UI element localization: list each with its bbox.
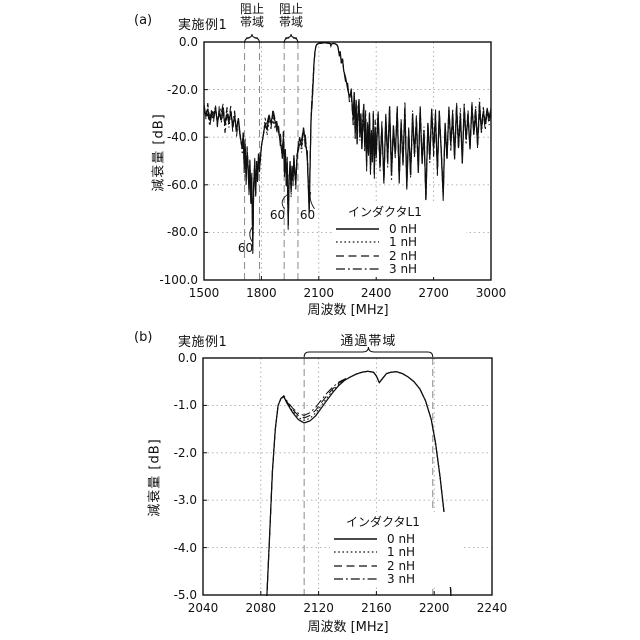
legend-entry-label: 1 nH [387,545,416,560]
y-tick-label: 0.0 [177,351,197,365]
y-tick-label: 0.0 [178,35,198,49]
x-tick-label: 2160 [361,601,392,615]
legend-entry-label: 2 nH [387,558,416,573]
annotation-leader [309,191,315,209]
legend-line-sample-dotted [336,241,379,243]
legend-row: 0 nH [333,532,461,546]
y-tick-label: -5.0 [173,588,197,602]
annotation-leader [249,224,255,243]
panel-a-tag: (a) [134,13,153,28]
series-curve-3-nH [266,370,452,596]
band-brace [244,33,260,44]
y-tick-label: -100.0 [159,273,198,287]
x-tick-label: 1800 [246,286,277,300]
panel-a-legend-rows: 0 nH 1 nH 2 nH 3 nH [335,222,463,276]
panel-b-title: 実施例1 [178,335,228,350]
x-tick-label: 2240 [476,601,508,615]
legend-entry-label: 1 nH [389,235,418,250]
y-tick-label: -4.0 [173,540,197,555]
plot-border [203,41,492,281]
band-brace [283,33,299,44]
x-tick-label: 2700 [418,286,449,300]
plot-border [202,357,493,596]
legend-entry-label: 3 nH [387,572,416,587]
legend-line-sample-dashdot [334,578,377,580]
y-tick-label: -60.0 [166,177,198,192]
panel-b-legend-title: インダクタL1 [346,515,420,529]
panel-a-title: 実施例1 [178,18,228,33]
legend-entry-label: 0 nH [387,531,416,546]
legend-line-sample-dotted [334,551,377,553]
pass-band-label: 通過帯域 [340,334,397,349]
panel-b-legend-rows: 0 nH 1 nH 2 nH 3 nH [333,532,461,586]
x-tick-label: 2080 [245,601,277,615]
annotation-leader [281,193,289,210]
legend-line-sample-dashed [336,255,379,257]
x-tick-label: 2200 [418,601,450,615]
panel-b-legend: インダクタL1 0 nH 1 nH 2 nH 3 nH [330,512,464,587]
x-tick-label: 2100 [303,286,335,300]
annotation-60: 60 [269,207,286,222]
legend-row: 2 nH [333,559,461,573]
legend-row: 2 nH [335,249,463,263]
x-tick-label: 2400 [360,286,392,300]
legend-line-sample-solid [336,228,379,230]
legend-entry-label: 3 nH [389,262,418,277]
annotation-60: 60 [299,207,316,222]
panel-a-x-axis-title: 周波数 [MHz] [307,303,389,318]
band-brace [303,346,434,358]
legend-row: 1 nH [335,235,463,250]
annotation-60: 60 [237,241,254,256]
stop-band-label: 阻止 帯域 [279,2,304,29]
series-curve-3-nH [204,42,491,254]
legend-row: 1 nH [333,545,461,560]
legend-line-sample-solid [334,538,377,540]
panel-a-legend-title: インダクタL1 [348,205,422,219]
y-tick-label: -3.0 [173,493,197,508]
legend-line-sample-dashdot [336,268,379,270]
y-tick-label: -40.0 [166,130,198,145]
panel-a-legend: インダクタL1 0 nH 1 nH 2 nH 3 nH [332,202,466,277]
panel-b-tag: (b) [134,330,153,345]
y-tick-label: -20.0 [166,82,198,97]
panel-b-x-axis-title: 周波数 [MHz] [307,620,389,635]
legend-row: 0 nH [335,222,463,236]
legend-row: 3 nH [335,262,463,277]
x-tick-label: 2040 [187,601,219,615]
y-tick-label: -80.0 [166,225,198,240]
x-tick-label: 2120 [303,601,334,615]
legend-entry-label: 2 nH [389,248,418,263]
y-tick-label: -2.0 [173,445,197,460]
x-tick-label: 3000 [475,286,507,300]
y-tick-label: -1.0 [173,398,197,413]
legend-entry-label: 0 nH [389,221,418,236]
legend-row: 3 nH [333,572,461,587]
stop-band-label: 阻止 帯域 [240,2,265,29]
legend-line-sample-dashed [334,565,377,567]
x-tick-label: 1500 [188,286,220,300]
